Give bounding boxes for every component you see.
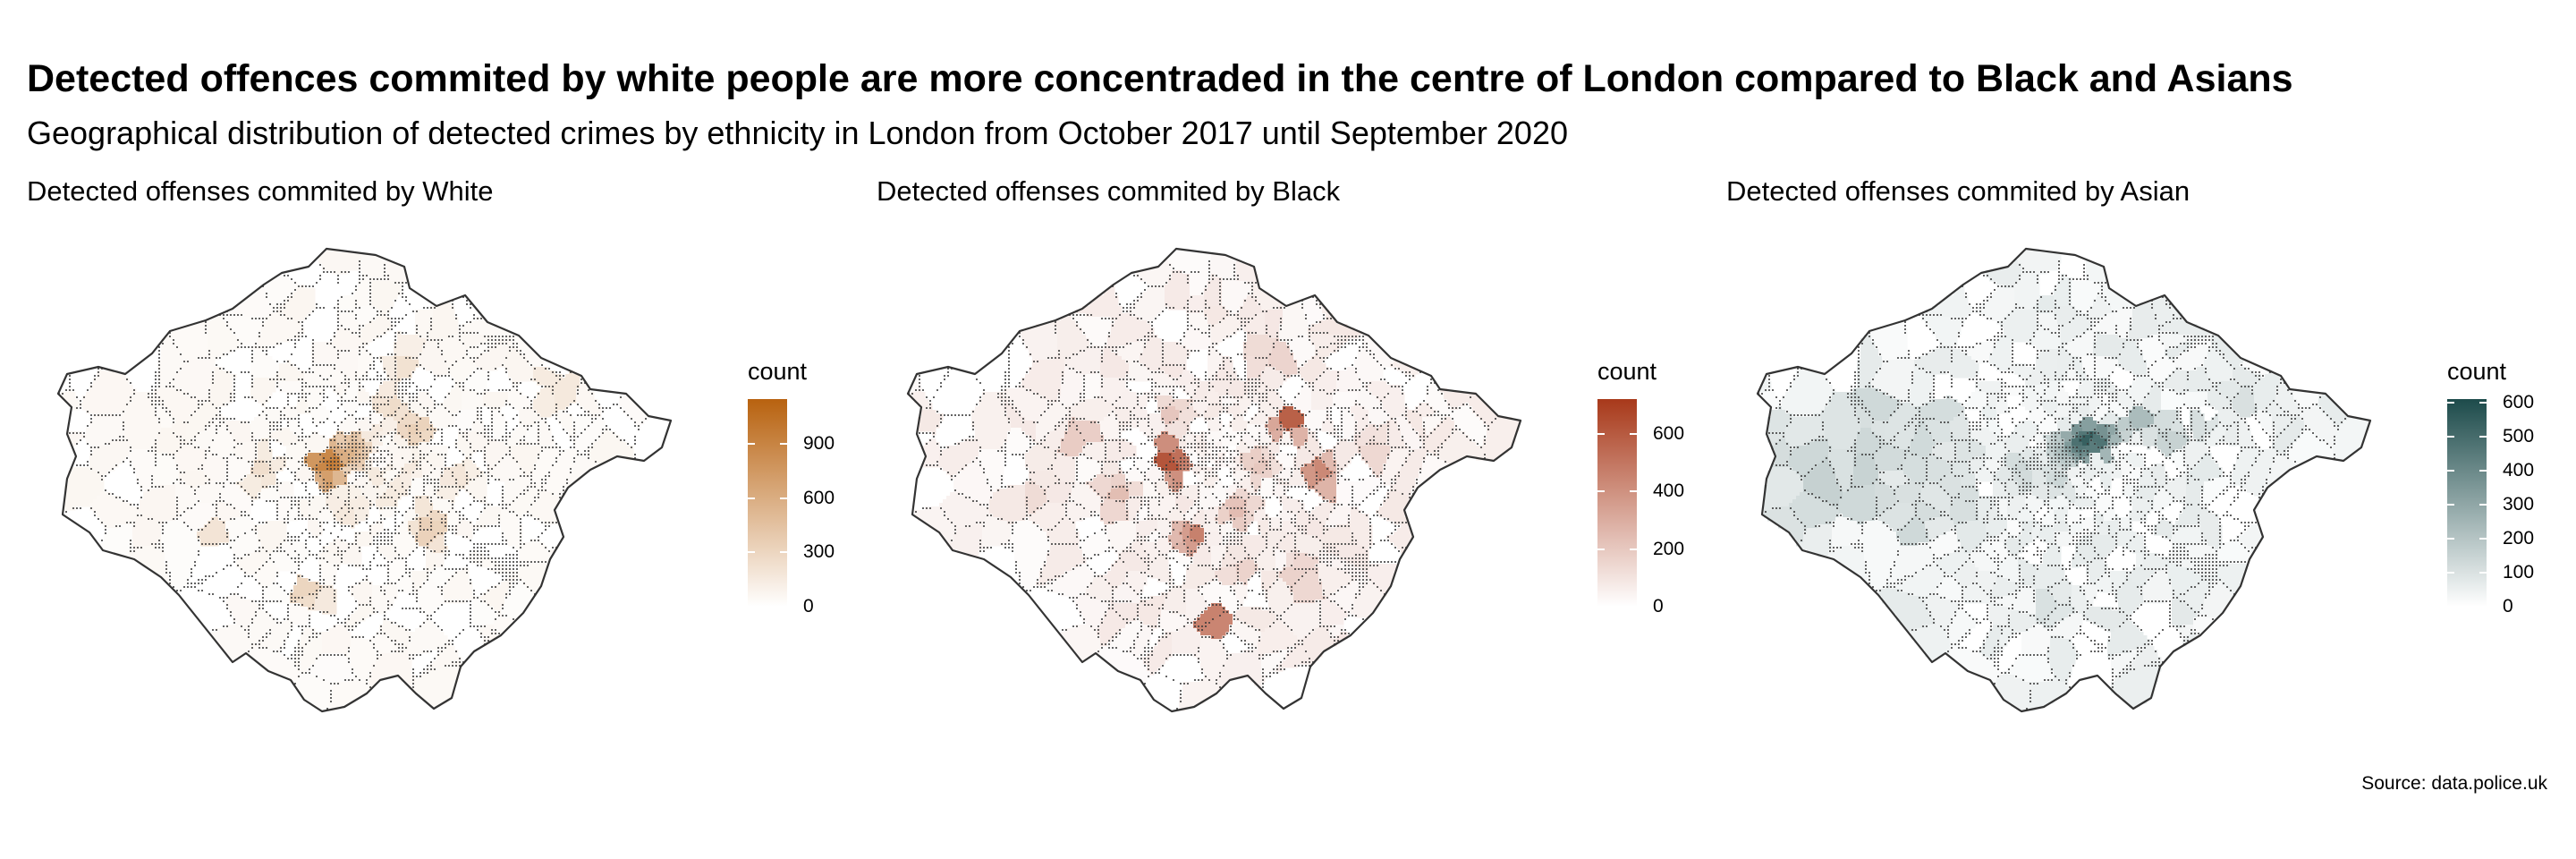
legend-tick-label: 400 [2503,460,2534,481]
legend-tick-mark [780,497,787,499]
legend-tick-label: 400 [1653,481,1684,502]
legend-tick-mark [1597,606,1605,608]
legend-tick-label: 500 [2503,426,2534,447]
map-black [906,247,1522,713]
legend-title: count [2447,358,2506,386]
legend-tick-label: 600 [2503,392,2534,413]
ward-fills [61,249,648,711]
legend-tick-mark [780,443,787,446]
london-outline [56,247,673,713]
london-outline [1756,247,2372,713]
legend-tick-mark [2447,571,2454,574]
chart-subtitle: Geographical distribution of detected cr… [27,115,1568,152]
legend-tick-mark [748,443,755,446]
legend-tick-mark [2479,571,2487,574]
legend-tick-mark [1630,432,1637,435]
map-asian [1756,247,2372,713]
legend-tick-mark [780,606,787,608]
legend-tick-mark [780,551,787,554]
legend-tick-mark [2479,503,2487,506]
legend-tick-label: 300 [2503,494,2534,515]
legend-tick-label: 0 [1653,596,1664,617]
legend-colorbar [748,399,787,607]
chart-title: Detected offences commited by white peop… [27,57,2293,101]
legend-tick-mark [2479,537,2487,540]
legend-tick-mark [1630,490,1637,493]
legend-tick-mark [2479,469,2487,472]
legend-tick-mark [748,497,755,499]
map-white [56,247,673,713]
legend-tick-label: 200 [1653,539,1684,560]
ward-boundaries [1757,259,2347,710]
legend-tick-mark [2447,606,2454,608]
legend-tick-mark [1630,606,1637,608]
legend-tick-mark [2447,401,2454,404]
legend-tick-label: 0 [803,596,814,617]
legend-tick-mark [2447,537,2454,540]
london-outline [906,247,1522,713]
legend-tick-mark [2447,503,2454,506]
legend-tick-mark [748,551,755,554]
ward-boundaries [57,259,648,710]
legend-tick-mark [2479,401,2487,404]
legend-tick-mark [1630,548,1637,550]
legend-tick-label: 100 [2503,562,2534,583]
legend-tick-label: 600 [803,488,835,509]
legend-tick-label: 300 [803,541,835,563]
legend-tick-label: 200 [2503,528,2534,549]
legend-tick-mark [2479,435,2487,438]
legend-tick-mark [2479,606,2487,608]
legend-tick-mark [1597,548,1605,550]
legend-tick-mark [1597,490,1605,493]
legend-tick-label: 600 [1653,423,1684,445]
legend-tick-mark [2447,435,2454,438]
panel-title-asian: Detected offenses commited by Asian [1726,175,2190,208]
legend-tick-mark [1597,432,1605,435]
panel-title-black: Detected offenses commited by Black [877,175,1340,208]
legend-title: count [1597,358,1657,386]
ward-boundaries [907,259,1497,710]
legend-colorbar [1597,399,1637,607]
legend-title: count [748,358,807,386]
panel-title-white: Detected offenses commited by White [27,175,494,208]
legend-tick-mark [748,606,755,608]
source-caption: Source: data.police.uk [2361,773,2547,795]
legend-tick-label: 0 [2503,596,2513,617]
legend-tick-label: 900 [803,433,835,455]
legend-tick-mark [2447,469,2454,472]
